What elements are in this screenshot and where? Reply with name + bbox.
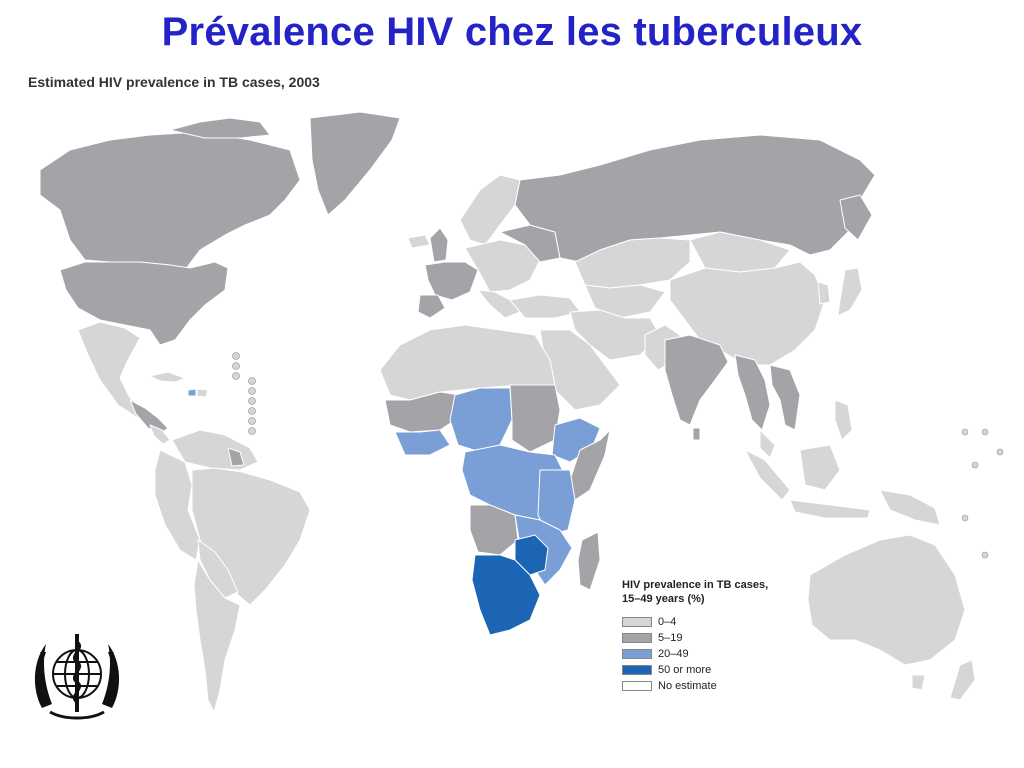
legend-item: 5–19 (622, 630, 792, 646)
region-nigeria-chad (449, 387, 513, 453)
region-east-africa (537, 469, 576, 536)
map-subtitle: Estimated HIV prevalence in TB cases, 20… (28, 74, 320, 90)
region-usa (59, 261, 229, 346)
legend-items: 0–4 5–19 20–49 50 or more No estimate (622, 614, 792, 694)
legend-label: No estimate (658, 680, 717, 692)
region-uk (429, 227, 449, 263)
region-guyana (227, 447, 245, 467)
region-australia (807, 534, 966, 666)
region-cuba (149, 371, 186, 383)
region-malaysia (759, 429, 776, 459)
who-emblem-icon (34, 634, 120, 720)
region-iceland (407, 234, 431, 249)
region-angola (469, 504, 519, 556)
region-tasmania (911, 674, 926, 691)
legend-swatch (622, 617, 652, 627)
region-new-zealand (949, 659, 976, 701)
world-map (39, 111, 1004, 713)
legend-label: 0–4 (658, 616, 677, 628)
region-new-guinea (879, 489, 941, 526)
caribbean-callouts (232, 352, 256, 435)
legend-swatch (622, 649, 652, 659)
region-arctic-islands (169, 117, 271, 139)
region-argentina-chile (193, 559, 241, 713)
region-vietnam (769, 364, 801, 431)
region-greenland (309, 111, 401, 216)
region-india (664, 334, 729, 426)
region-myanmar-thailand (734, 354, 771, 431)
region-sudan (509, 384, 561, 453)
region-bolivia-paraguay (197, 539, 239, 599)
region-philippines (834, 399, 853, 441)
region-southern-africa (471, 554, 541, 636)
region-canada-alaska (39, 131, 301, 271)
region-iberia (417, 294, 446, 319)
legend-swatch (622, 633, 652, 643)
legend-item: No estimate (622, 678, 792, 694)
region-sahel-west (384, 391, 461, 433)
region-japan (837, 267, 863, 317)
region-indonesia-east (789, 499, 871, 519)
region-west-coast (394, 429, 451, 456)
region-china (669, 261, 826, 366)
region-turkey-caucasus (509, 294, 581, 319)
slide-title: Prévalence HIV chez les tuberculeux (161, 10, 863, 54)
region-indonesia-sumatra (744, 449, 791, 501)
legend-label: 20–49 (658, 648, 689, 660)
region-colombia-peru (154, 449, 201, 561)
legend-swatch (622, 665, 652, 675)
region-central-europe (464, 239, 541, 293)
region-mexico (77, 321, 149, 419)
region-central-america (129, 399, 169, 435)
legend-title-line1: HIV prevalence in TB cases, (622, 579, 769, 591)
legend-swatch (622, 681, 652, 691)
region-indonesia-borneo (799, 444, 841, 491)
region-russia (514, 134, 876, 263)
legend-item: 50 or more (622, 662, 792, 678)
pacific-islands (961, 428, 1004, 559)
region-dominican (196, 388, 209, 398)
legend-title: HIV prevalence in TB cases, 15–49 years … (622, 578, 792, 606)
region-kamchatka (839, 194, 873, 241)
region-haiti (187, 388, 197, 397)
region-western-europe (424, 261, 479, 301)
legend-item: 0–4 (622, 614, 792, 630)
region-madagascar (577, 531, 601, 591)
legend-item: 20–49 (622, 646, 792, 662)
legend-label: 5–19 (658, 632, 683, 644)
legend-title-line2: 15–49 years (%) (622, 593, 705, 605)
region-korea (817, 281, 831, 305)
map-legend: HIV prevalence in TB cases, 15–49 years … (622, 578, 792, 694)
region-central-america-south (149, 424, 171, 445)
region-sri-lanka (692, 427, 701, 441)
legend-label: 50 or more (658, 664, 712, 676)
